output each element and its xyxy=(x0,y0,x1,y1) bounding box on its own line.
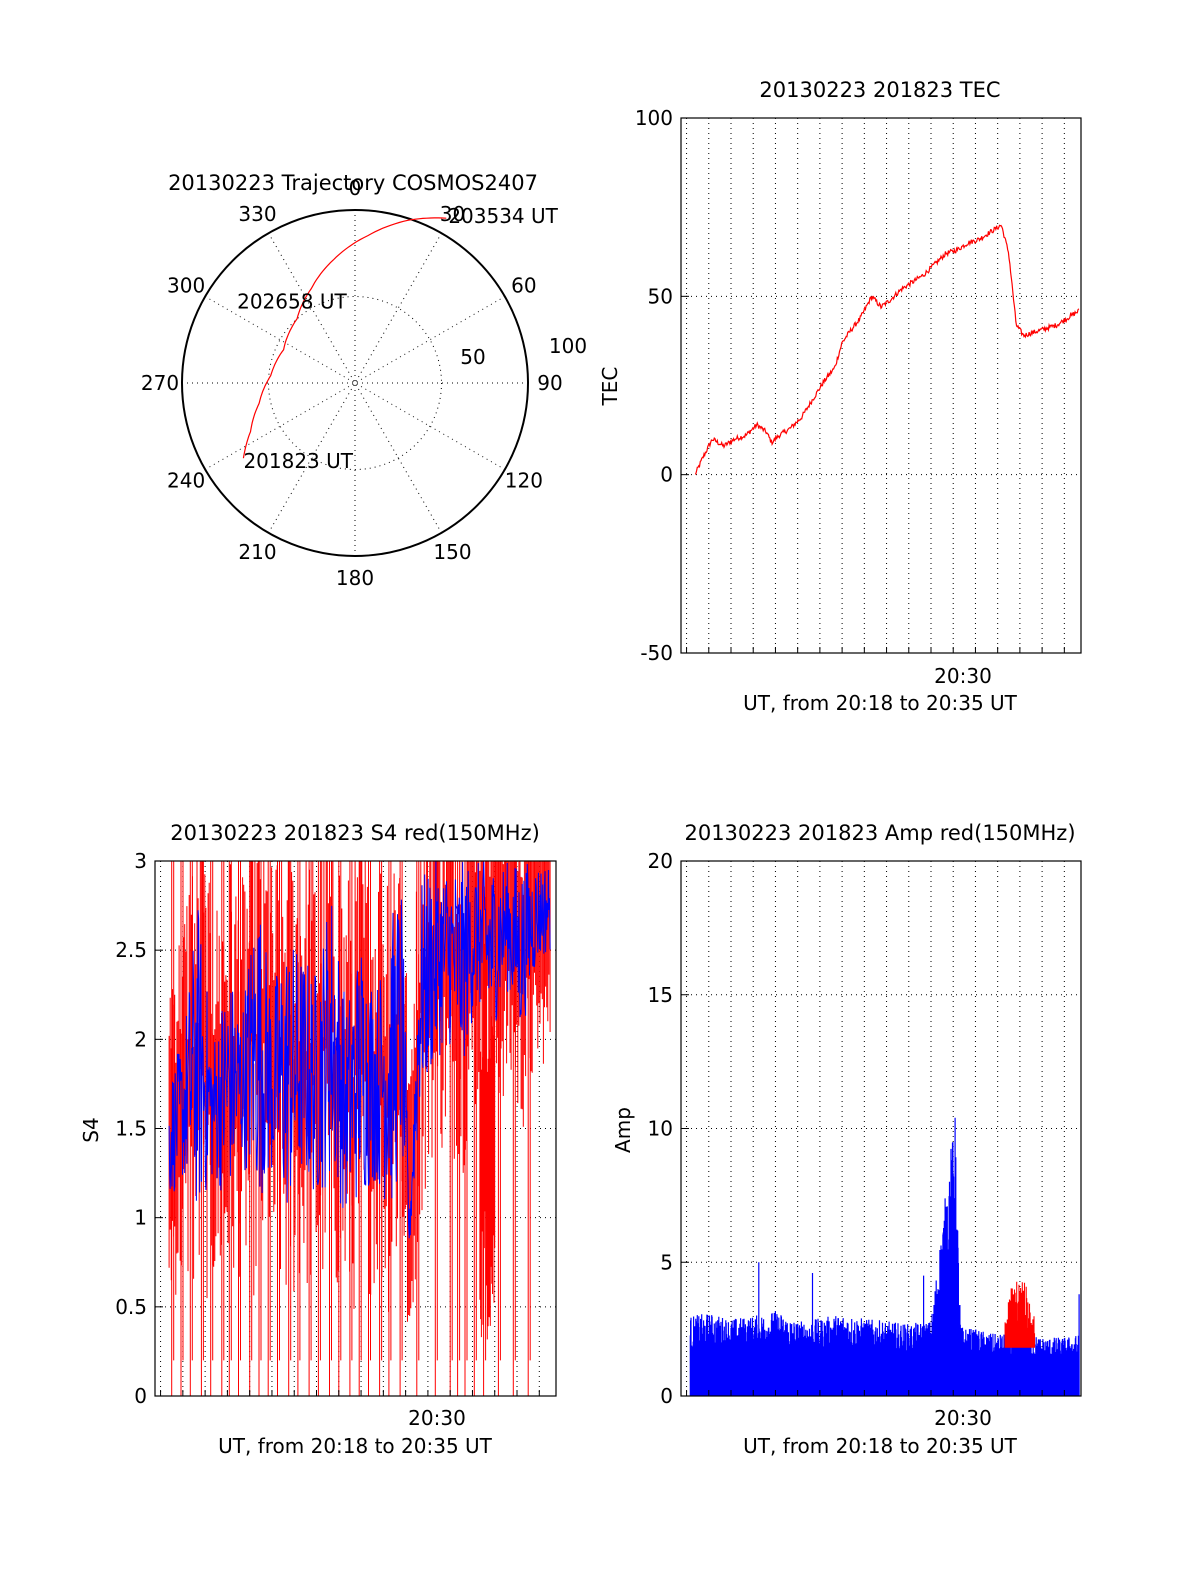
amp-series xyxy=(689,1117,1080,1396)
polar-azimuth-label: 210 xyxy=(238,540,276,564)
y-tick-label: 5 xyxy=(660,1250,673,1274)
amp-title: 20130223 201823 Amp red(150MHz) xyxy=(684,821,1075,845)
trajectory-line xyxy=(242,217,447,459)
polar-outer-circle xyxy=(181,209,529,557)
tec-y-axis-label: TEC xyxy=(598,367,622,407)
polar-spoke xyxy=(268,232,442,534)
polar-inner-circle xyxy=(268,296,442,470)
polar-azimuth-label: 330 xyxy=(238,202,276,226)
trajectory-time-label: 203534 UT xyxy=(448,204,558,228)
s4-y-ticks: 0 0.5 1 1.5 2 2.5 3 xyxy=(115,849,540,1408)
polar-azimuth-label: 300 xyxy=(167,274,205,298)
y-tick-label: 0 xyxy=(134,1384,147,1408)
polar-azimuth-label: 90 xyxy=(537,371,562,395)
tec-title: 20130223 201823 TEC xyxy=(759,78,1000,102)
trajectory-time-label: 202658 UT xyxy=(237,290,347,314)
polar-azimuth-label: 0 xyxy=(349,176,362,200)
tec-plot-frame xyxy=(680,117,1082,654)
polar-azimuth-label: 180 xyxy=(336,566,374,590)
s4-title: 20130223 201823 S4 red(150MHz) xyxy=(170,821,540,845)
s4-blue-series xyxy=(168,861,551,1239)
polar-azimuth-labels: 0 30 60 90 120 150 180 210 240 270 300 330 50 100 xyxy=(141,176,587,590)
y-tick-label: 1 xyxy=(134,1206,147,1230)
polar-spoke xyxy=(204,296,506,470)
y-tick-label: 1.5 xyxy=(115,1117,147,1141)
y-tick-label: 15 xyxy=(648,983,673,1007)
trajectory-time-label: 201823 UT xyxy=(243,449,353,473)
trajectory-polar-chart: 20130223 Trajectory COSMOS2407 0 30 60 90 12… xyxy=(141,171,587,590)
tec-x-axis-label: UT, from 20:18 to 20:35 UT xyxy=(743,691,1018,715)
tec-chart: 20130223 201823 TEC -50 0 50 100 20:30 UT, … xyxy=(598,78,1082,715)
polar-radial-label: 50 xyxy=(460,345,485,369)
y-tick-label: 2 xyxy=(134,1027,147,1051)
polar-spoke xyxy=(204,296,506,470)
y-tick-label: 10 xyxy=(648,1117,673,1141)
s4-series xyxy=(168,861,551,1396)
amp-x-axis-label: UT, from 20:18 to 20:35 UT xyxy=(743,1434,1018,1458)
s4-chart: 20130223 201823 S4 red(150MHz) 0 0.5 1 1.5 2… xyxy=(79,821,557,1458)
polar-radial-label: 100 xyxy=(549,334,587,358)
polar-azimuth-label: 270 xyxy=(141,371,179,395)
amp-chart: 20130223 201823 Amp red(150MHz) 0 5 10 15 20… xyxy=(611,821,1082,1458)
polar-azimuth-label: 120 xyxy=(505,469,543,493)
polar-spoke xyxy=(268,232,442,534)
tec-x-tick-label: 20:30 xyxy=(934,664,992,688)
s4-blue-trace xyxy=(168,861,551,1239)
amp-x-tick-label: 20:30 xyxy=(934,1406,992,1430)
tec-series xyxy=(695,224,1080,475)
polar-grid xyxy=(181,209,529,557)
y-tick-label: 20 xyxy=(648,849,673,873)
y-tick-label: 0 xyxy=(660,1384,673,1408)
amp-y-ticks: 0 5 10 15 20 xyxy=(648,849,1065,1408)
tec-grid xyxy=(681,118,1081,653)
y-tick-label: 0 xyxy=(660,463,673,487)
polar-azimuth-label: 150 xyxy=(433,540,471,564)
polar-azimuth-label: 60 xyxy=(511,274,536,298)
s4-x-tick-label: 20:30 xyxy=(408,1406,466,1430)
amp-red-trace xyxy=(1004,1281,1036,1348)
tec-line xyxy=(695,224,1080,475)
s4-y-axis-label: S4 xyxy=(79,1117,103,1142)
tec-y-ticks: -50 0 50 100 xyxy=(635,106,1065,665)
s4-x-axis-label: UT, from 20:18 to 20:35 UT xyxy=(218,1434,493,1458)
polar-azimuth-label: 30 xyxy=(440,202,465,226)
trajectory-title: 20130223 Trajectory COSMOS2407 xyxy=(168,171,538,195)
y-tick-label: -50 xyxy=(640,641,673,665)
y-tick-label: 0.5 xyxy=(115,1295,147,1319)
y-tick-label: 3 xyxy=(134,849,147,873)
y-tick-label: 50 xyxy=(648,284,673,308)
polar-azimuth-label: 240 xyxy=(167,469,205,493)
y-tick-label: 100 xyxy=(635,106,673,130)
amp-blue-fill xyxy=(690,1248,1080,1396)
trajectory-track: 201823 UT 202658 UT 203534 UT xyxy=(237,204,559,473)
amp-y-axis-label: Amp xyxy=(611,1107,635,1153)
y-tick-label: 2.5 xyxy=(115,938,147,962)
